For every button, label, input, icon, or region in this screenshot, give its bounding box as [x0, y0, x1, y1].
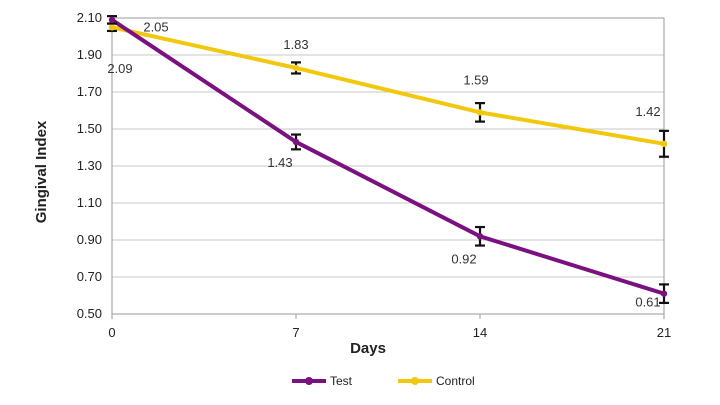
plot-area-border — [111, 17, 665, 315]
test-data-label: 0.61 — [635, 295, 660, 310]
x-tick-label: 14 — [473, 325, 487, 340]
y-tick-label: 0.70 — [77, 269, 102, 284]
test-data-point — [292, 138, 300, 146]
test-data-label: 0.92 — [451, 251, 476, 266]
x-axis-ticks: 0 7 14 21 — [108, 314, 671, 340]
control-data-point — [476, 109, 484, 116]
legend-label-control: Control — [436, 374, 475, 388]
y-tick-label: 0.50 — [77, 306, 102, 321]
control-series-line — [110, 25, 666, 146]
data-labels: 2.09 1.43 0.92 0.61 2.05 1.83 1.59 1.42 — [107, 19, 660, 309]
y-tick-label: 1.10 — [77, 195, 102, 210]
test-data-point — [660, 290, 668, 297]
test-series-line — [110, 17, 666, 296]
y-axis-ticks: 0.50 0.70 0.90 1.10 1.30 1.50 1.70 1.90 2.10 — [77, 10, 102, 321]
y-tick-label: 1.90 — [77, 47, 102, 62]
x-tick-label: 0 — [108, 325, 115, 340]
test-data-point — [108, 16, 116, 24]
test-data-label: 2.09 — [107, 61, 132, 76]
y-tick-label: 1.30 — [77, 158, 102, 173]
series-layer — [107, 15, 669, 304]
y-tick-label: 0.90 — [77, 232, 102, 247]
x-axis-title: Days — [350, 340, 386, 357]
control-data-point — [292, 64, 300, 72]
control-data-label: 1.59 — [463, 72, 488, 87]
y-tick-label: 1.50 — [77, 121, 102, 136]
control-data-point — [660, 140, 668, 147]
legend-item-test: Test — [292, 374, 353, 388]
legend: Test Control — [292, 374, 475, 388]
legend-marker-test — [305, 377, 313, 385]
legend-item-control: Control — [398, 374, 475, 388]
control-data-label: 2.05 — [143, 19, 168, 34]
legend-marker-control — [411, 377, 419, 385]
test-data-label: 1.43 — [267, 155, 292, 170]
x-tick-label: 21 — [657, 325, 671, 340]
y-tick-label: 2.10 — [77, 10, 102, 25]
control-data-label: 1.42 — [635, 104, 660, 119]
x-tick-label: 7 — [292, 325, 299, 340]
y-axis-title: Gingival Index — [33, 120, 50, 223]
control-data-label: 1.83 — [283, 37, 308, 52]
control-data-point — [108, 24, 116, 31]
y-tick-label: 1.70 — [77, 84, 102, 99]
legend-label-test: Test — [330, 374, 353, 388]
test-data-point — [476, 233, 484, 240]
